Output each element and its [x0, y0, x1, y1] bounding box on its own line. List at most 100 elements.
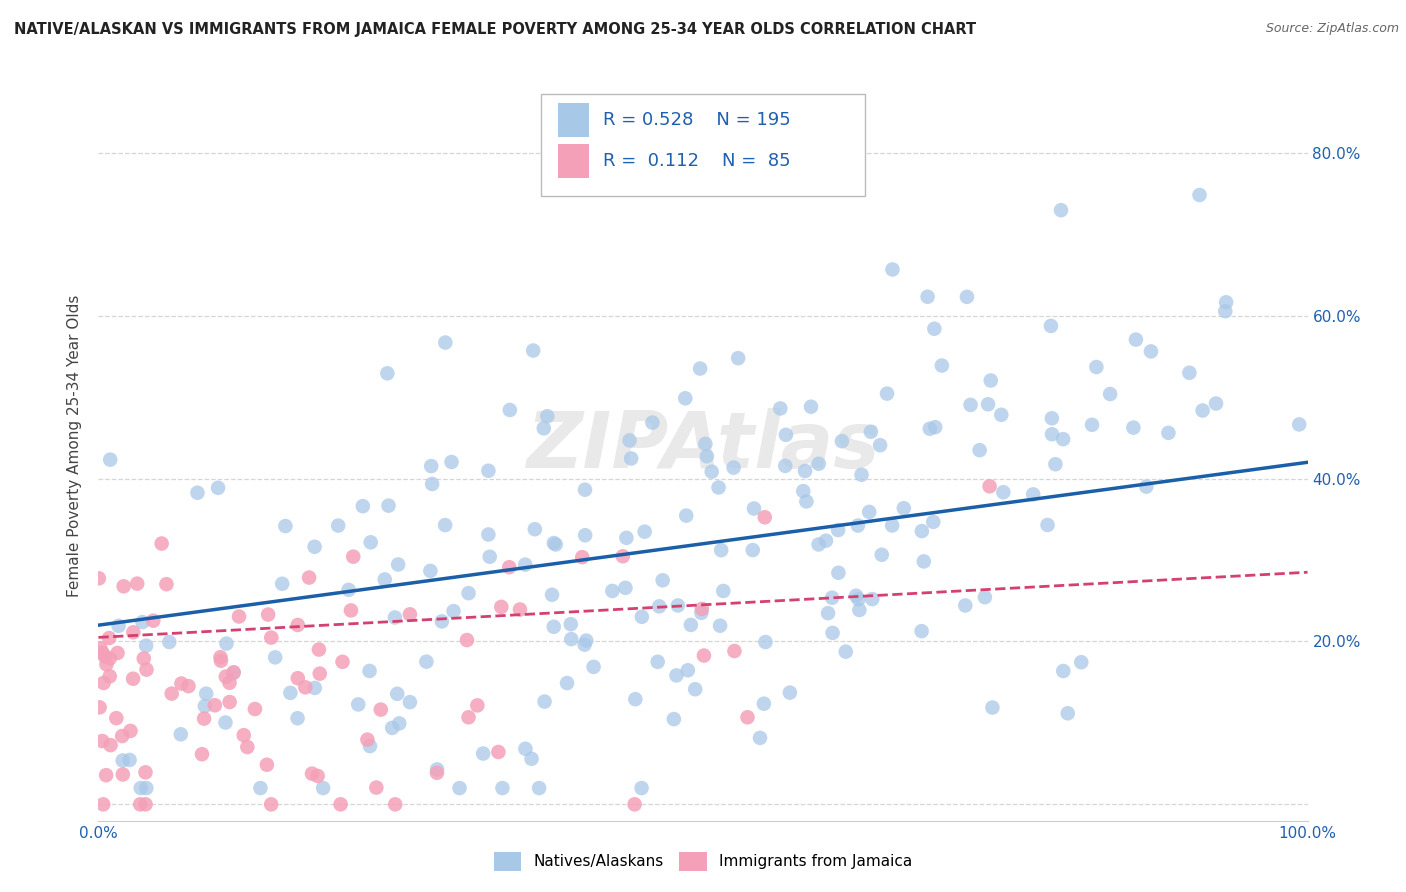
Point: [118, 753, 141, 767]
Point: [555, 676, 578, 690]
Point: [304, 681, 326, 695]
Point: [1050, 203, 1073, 218]
Point: [426, 765, 449, 780]
Point: [301, 766, 323, 780]
Point: [387, 687, 409, 701]
Point: [543, 620, 565, 634]
Point: [360, 535, 382, 549]
Point: [340, 603, 363, 617]
Point: [683, 682, 706, 697]
Point: [560, 617, 582, 632]
Point: [155, 577, 177, 591]
Point: [426, 763, 449, 777]
Point: [612, 549, 634, 564]
Point: [1288, 417, 1310, 432]
Point: [666, 599, 689, 613]
Point: [693, 648, 716, 663]
Point: [619, 434, 641, 448]
Point: [754, 635, 776, 649]
Point: [700, 465, 723, 479]
Point: [228, 609, 250, 624]
Point: [1215, 295, 1237, 310]
Point: [956, 290, 979, 304]
Point: [477, 527, 499, 541]
Point: [170, 727, 193, 741]
Point: [222, 665, 245, 680]
Point: [845, 589, 868, 603]
Point: [522, 343, 544, 358]
Point: [260, 631, 283, 645]
Point: [835, 645, 858, 659]
Point: [384, 797, 406, 812]
Point: [707, 480, 730, 494]
Point: [624, 692, 647, 706]
Point: [520, 752, 543, 766]
Point: [467, 698, 489, 713]
Point: [515, 741, 537, 756]
Point: [232, 728, 254, 742]
Point: [1052, 664, 1074, 678]
Point: [93, 676, 115, 690]
Point: [135, 780, 157, 795]
Point: [170, 676, 193, 690]
Point: [515, 558, 537, 572]
Point: [112, 579, 135, 593]
Point: [831, 434, 853, 449]
Point: [536, 409, 558, 424]
Point: [560, 632, 582, 647]
Point: [498, 560, 520, 574]
Text: Source: ZipAtlas.com: Source: ZipAtlas.com: [1265, 22, 1399, 36]
Point: [287, 618, 309, 632]
Point: [157, 635, 180, 649]
Point: [955, 599, 977, 613]
Point: [131, 615, 153, 629]
Point: [294, 681, 316, 695]
Point: [752, 697, 775, 711]
Point: [434, 518, 457, 533]
Point: [214, 715, 236, 730]
Point: [420, 459, 443, 474]
Point: [990, 408, 1012, 422]
Point: [207, 481, 229, 495]
Point: [1125, 333, 1147, 347]
Point: [690, 606, 713, 620]
Point: [977, 397, 1000, 411]
Point: [931, 359, 953, 373]
Point: [499, 403, 522, 417]
Point: [821, 626, 844, 640]
Point: [641, 416, 664, 430]
Point: [1056, 706, 1078, 721]
Point: [912, 554, 935, 568]
Point: [443, 604, 465, 618]
Point: [100, 738, 122, 752]
Point: [1157, 425, 1180, 440]
Point: [456, 633, 478, 648]
Point: [366, 780, 388, 795]
Point: [93, 649, 115, 664]
Point: [616, 531, 638, 545]
Point: [218, 695, 240, 709]
Point: [98, 452, 121, 467]
Point: [1040, 411, 1063, 425]
Point: [859, 425, 882, 439]
Point: [347, 698, 370, 712]
Point: [911, 524, 934, 538]
Point: [602, 583, 624, 598]
Point: [882, 518, 904, 533]
Point: [478, 549, 501, 564]
Point: [486, 745, 509, 759]
Point: [690, 602, 713, 616]
Point: [1140, 344, 1163, 359]
Point: [135, 639, 157, 653]
Point: [979, 479, 1001, 493]
Point: [796, 494, 818, 508]
Point: [571, 550, 593, 565]
Point: [749, 731, 772, 745]
Point: [544, 537, 567, 551]
Point: [191, 747, 214, 762]
Point: [673, 392, 696, 406]
Point: [917, 290, 939, 304]
Point: [523, 522, 546, 536]
Point: [399, 607, 422, 622]
Point: [893, 501, 915, 516]
